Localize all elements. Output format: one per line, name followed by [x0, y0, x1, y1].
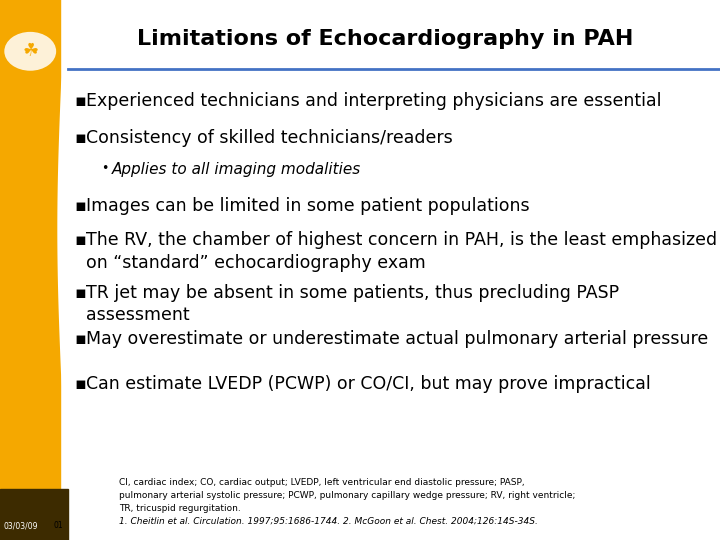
- Text: 01: 01: [54, 521, 63, 530]
- Text: ▪: ▪: [74, 197, 86, 214]
- Text: 1. Cheitlin et al. Circulation. 1997;95:1686-1744. 2. McGoon et al. Chest. 2004;: 1. Cheitlin et al. Circulation. 1997;95:…: [119, 517, 538, 526]
- Text: •: •: [101, 162, 108, 175]
- Text: Can estimate LVEDP (PCWP) or CO/CI, but may prove impractical: Can estimate LVEDP (PCWP) or CO/CI, but …: [86, 375, 651, 393]
- Text: ▪: ▪: [74, 129, 86, 146]
- Text: ▪: ▪: [74, 330, 86, 348]
- Text: Images can be limited in some patient populations: Images can be limited in some patient po…: [86, 197, 530, 214]
- Text: Experienced technicians and interpreting physicians are essential: Experienced technicians and interpreting…: [86, 92, 662, 110]
- Text: pulmonary arterial systolic pressure; PCWP, pulmonary capillary wedge pressure; : pulmonary arterial systolic pressure; PC…: [119, 491, 575, 500]
- Text: The RV, the chamber of highest concern in PAH, is the least emphasized
on “stand: The RV, the chamber of highest concern i…: [86, 231, 718, 272]
- Polygon shape: [0, 0, 61, 540]
- Text: Consistency of skilled technicians/readers: Consistency of skilled technicians/reade…: [86, 129, 453, 146]
- Text: Limitations of Echocardiography in PAH: Limitations of Echocardiography in PAH: [137, 29, 634, 49]
- Text: ▪: ▪: [74, 92, 86, 110]
- Text: ☘: ☘: [22, 42, 38, 60]
- Text: TR, tricuspid regurgitation.: TR, tricuspid regurgitation.: [119, 504, 240, 513]
- Text: Applies to all imaging modalities: Applies to all imaging modalities: [112, 162, 361, 177]
- Text: CI, cardiac index; CO, cardiac output; LVEDP, left ventricular end diastolic pre: CI, cardiac index; CO, cardiac output; L…: [119, 478, 524, 487]
- Text: ▪: ▪: [74, 375, 86, 393]
- Text: ▪: ▪: [74, 284, 86, 301]
- Circle shape: [4, 32, 56, 71]
- Text: TR jet may be absent in some patients, thus precluding PASP
assessment: TR jet may be absent in some patients, t…: [86, 284, 619, 325]
- Bar: [0, 489, 68, 540]
- Text: ▪: ▪: [74, 231, 86, 249]
- Text: 03/03/09: 03/03/09: [4, 521, 38, 530]
- Text: May overestimate or underestimate actual pulmonary arterial pressure: May overestimate or underestimate actual…: [86, 330, 708, 348]
